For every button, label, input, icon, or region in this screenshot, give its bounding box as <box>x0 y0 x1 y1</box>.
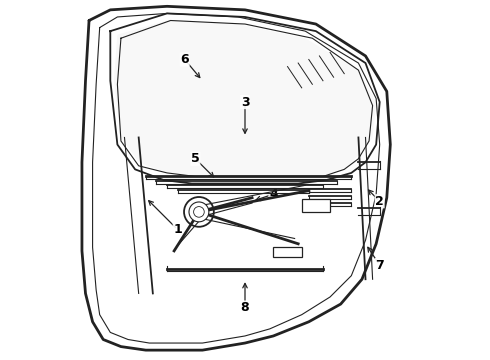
FancyBboxPatch shape <box>302 199 330 212</box>
Text: 7: 7 <box>375 258 384 271</box>
Text: 5: 5 <box>191 152 200 165</box>
Circle shape <box>189 202 209 222</box>
Text: 1: 1 <box>173 223 182 236</box>
Polygon shape <box>114 21 376 176</box>
FancyBboxPatch shape <box>273 247 302 257</box>
Text: 8: 8 <box>241 301 249 314</box>
Text: 4: 4 <box>269 188 278 201</box>
Text: 2: 2 <box>375 195 384 208</box>
Text: 3: 3 <box>241 95 249 108</box>
Text: 6: 6 <box>180 53 189 66</box>
